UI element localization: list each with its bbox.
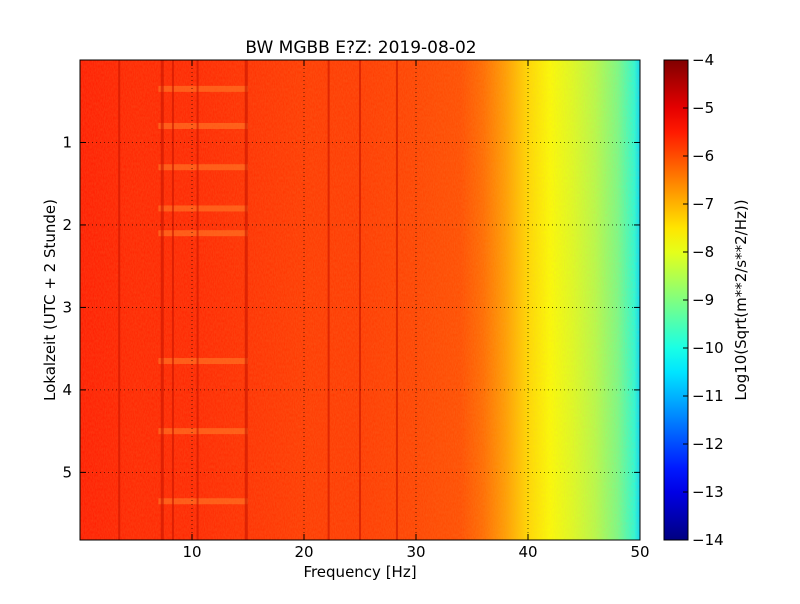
spectral-line (359, 60, 361, 540)
colorbar-tick-label: −11 (692, 387, 724, 405)
y-tick-label: 1 (62, 133, 72, 151)
colorbar-tick-label: −12 (692, 435, 724, 453)
plot-area (79, 59, 641, 541)
x-tick-label: 50 (630, 543, 649, 561)
x-tick-label: 20 (294, 543, 313, 561)
x-tick-label: 10 (182, 543, 201, 561)
spectral-line (118, 60, 121, 540)
y-tick-label: 3 (62, 298, 72, 316)
colorbar-tick-label: −8 (692, 243, 714, 261)
quiet-band (158, 230, 248, 237)
x-axis-label: Frequency [Hz] (303, 563, 416, 581)
colorbar-label: Log10(Sqrt(m**2/s**2/Hz)) (732, 199, 750, 400)
colorbar-tick-label: −14 (692, 531, 724, 549)
quiet-band (158, 164, 248, 171)
y-axis-label: Lokalzeit (UTC + 2 Stunde) (41, 199, 59, 401)
y-tick-label: 4 (62, 381, 72, 399)
chart-title: BW MGBB E?Z: 2019-08-02 (245, 38, 476, 58)
colorbar-ticks: −4 −5 −6 −7 −8 −9 −10 −11 −12 −13 −14 (683, 51, 724, 549)
quiet-band (158, 122, 248, 129)
y-axis: 1 2 3 4 5 (62, 133, 640, 481)
grid-lines (80, 60, 641, 540)
colorbar-tick-label: −13 (692, 483, 724, 501)
y-tick-label: 2 (62, 216, 72, 234)
quiet-band (158, 85, 248, 92)
spectral-line (327, 60, 330, 540)
x-axis: 10 20 30 40 50 (182, 60, 650, 561)
spectral-line (171, 60, 174, 540)
quiet-band (158, 428, 248, 435)
quiet-band (158, 358, 248, 365)
quiet-time-bands (158, 85, 248, 505)
spectral-line (395, 60, 398, 540)
colorbar-tick-label: −4 (692, 51, 714, 69)
colorbar-tick-label: −5 (692, 99, 714, 117)
quiet-band (158, 205, 248, 212)
spectral-lines (118, 60, 398, 540)
y-tick-label: 5 (62, 463, 72, 481)
colorbar-tick-label: −10 (692, 339, 724, 357)
x-tick-label: 40 (518, 543, 537, 561)
plot-frame (79, 59, 641, 541)
spectral-line (196, 60, 199, 540)
colorbar-tick-label: −6 (692, 147, 714, 165)
quiet-band (158, 498, 248, 505)
spectral-line (244, 60, 248, 540)
spectral-line (160, 60, 164, 540)
colorbar-tick-label: −9 (692, 291, 714, 309)
colorbar: −4 −5 −6 −7 −8 −9 −10 −11 −12 −13 −14 Log10(Sqrt(m… (663, 51, 750, 549)
x-tick-label: 30 (406, 543, 425, 561)
colorbar-tick-label: −7 (692, 195, 714, 213)
